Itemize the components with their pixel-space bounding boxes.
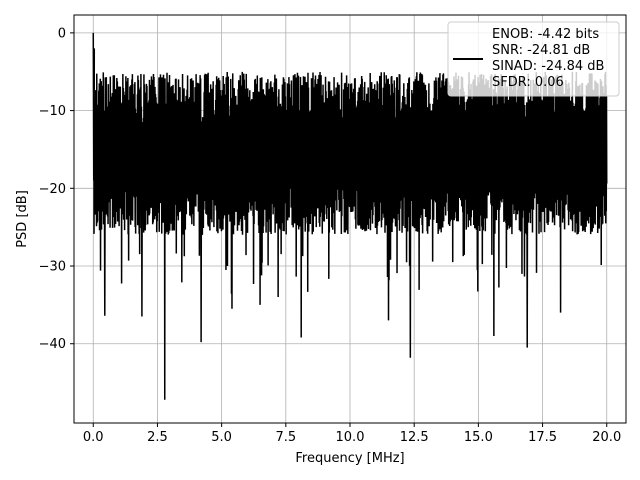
y-tick-label: −20 (39, 182, 66, 197)
y-tick-label: −10 (39, 104, 66, 119)
x-tick-label: 12.5 (400, 430, 429, 445)
x-tick-label: 15.0 (464, 430, 493, 445)
x-tick-label: 10.0 (336, 430, 365, 445)
axis-ticks: 0.0 2.5 5.0 7.5 10.0 12.5 15.0 17.5 20.0 0 −10 −20 −… (39, 26, 622, 445)
legend-entry-snr: SNR: -24.81 dB (492, 43, 590, 58)
x-tick-label: 7.5 (275, 430, 296, 445)
y-tick-label: −40 (39, 337, 66, 352)
x-tick-label: 20.0 (592, 430, 621, 445)
legend-box (447, 21, 620, 97)
legend-entry-sinad: SINAD: -24.84 dB (492, 59, 604, 74)
x-tick-label: 0.0 (83, 430, 104, 445)
legend: ENOB: -4.42 bits SNR: -24.81 dB SINAD: -… (447, 21, 620, 97)
data-layer (92, 32, 608, 400)
x-axis-label: Frequency [MHz] (295, 451, 404, 466)
psd-series-line (92, 32, 608, 400)
legend-entry-sfdr: SFDR: 0.06 (492, 75, 564, 90)
legend-entry-enob: ENOB: -4.42 bits (492, 27, 599, 42)
x-tick-label: 5.0 (211, 430, 232, 445)
x-tick-label: 17.5 (528, 430, 557, 445)
y-axis-label: PSD [dB] (15, 190, 30, 248)
x-tick-label: 2.5 (147, 430, 168, 445)
y-tick-label: −30 (39, 260, 66, 275)
y-tick-label: 0 (58, 26, 66, 41)
